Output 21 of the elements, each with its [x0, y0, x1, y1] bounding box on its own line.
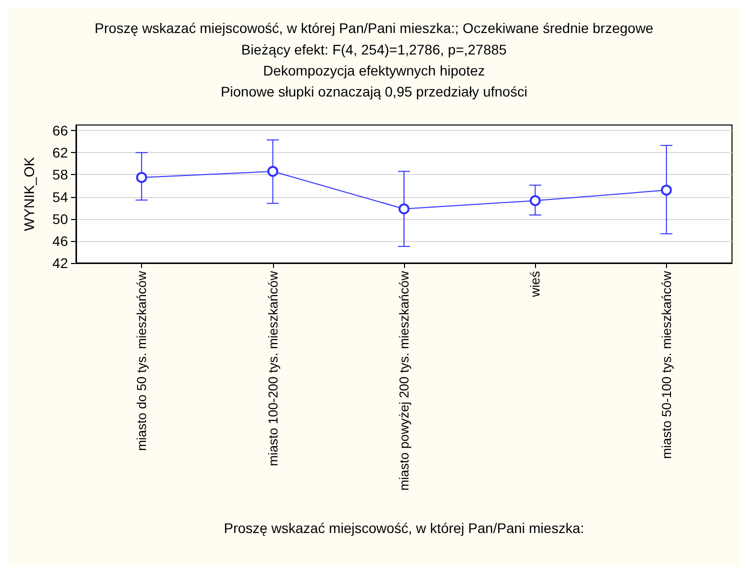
chart-title: Proszę wskazać miejscowość, w której Pan/Pani mieszka:; Oczekiwane średnie brzegowe [94, 20, 654, 36]
point [530, 195, 541, 206]
y-tick-label: 42 [52, 255, 68, 271]
point [660, 184, 672, 196]
y-tick-label: 54 [52, 188, 68, 205]
point [267, 166, 278, 177]
x-tick-label: miasto do 50 tys. mieszkańców [134, 270, 150, 451]
x-tick-label: miasto 50-100 tys. mieszkańców [658, 270, 674, 459]
point [398, 203, 410, 214]
y-tick-label: 58 [52, 166, 68, 183]
x-tick-label: miasto powyżej 200 tys. mieszkańców [396, 270, 412, 491]
y-tick-label: 46 [52, 232, 68, 249]
x-axis-title: Proszę wskazać miejscowość, w której Pan/Pani mieszka: [224, 520, 584, 536]
y-tick-label: 62 [52, 144, 68, 161]
point [136, 172, 148, 183]
y-tick-label: 66 [52, 122, 68, 139]
chart-subtitle: Bieżący efekt: F(4, 254)=1,2786, p=,27885 Dekompozycja efektywnych hipotez Pionowe słupki oznaczają 0,95 przedziały ufności [220, 42, 528, 100]
y-axis-title: WYNIK_OK [21, 156, 37, 231]
x-tick-label: miasto 100-200 tys. mieszkańców [265, 270, 280, 466]
x-tick-label: wieś [528, 270, 543, 298]
y-tick-label: 50 [52, 210, 68, 227]
